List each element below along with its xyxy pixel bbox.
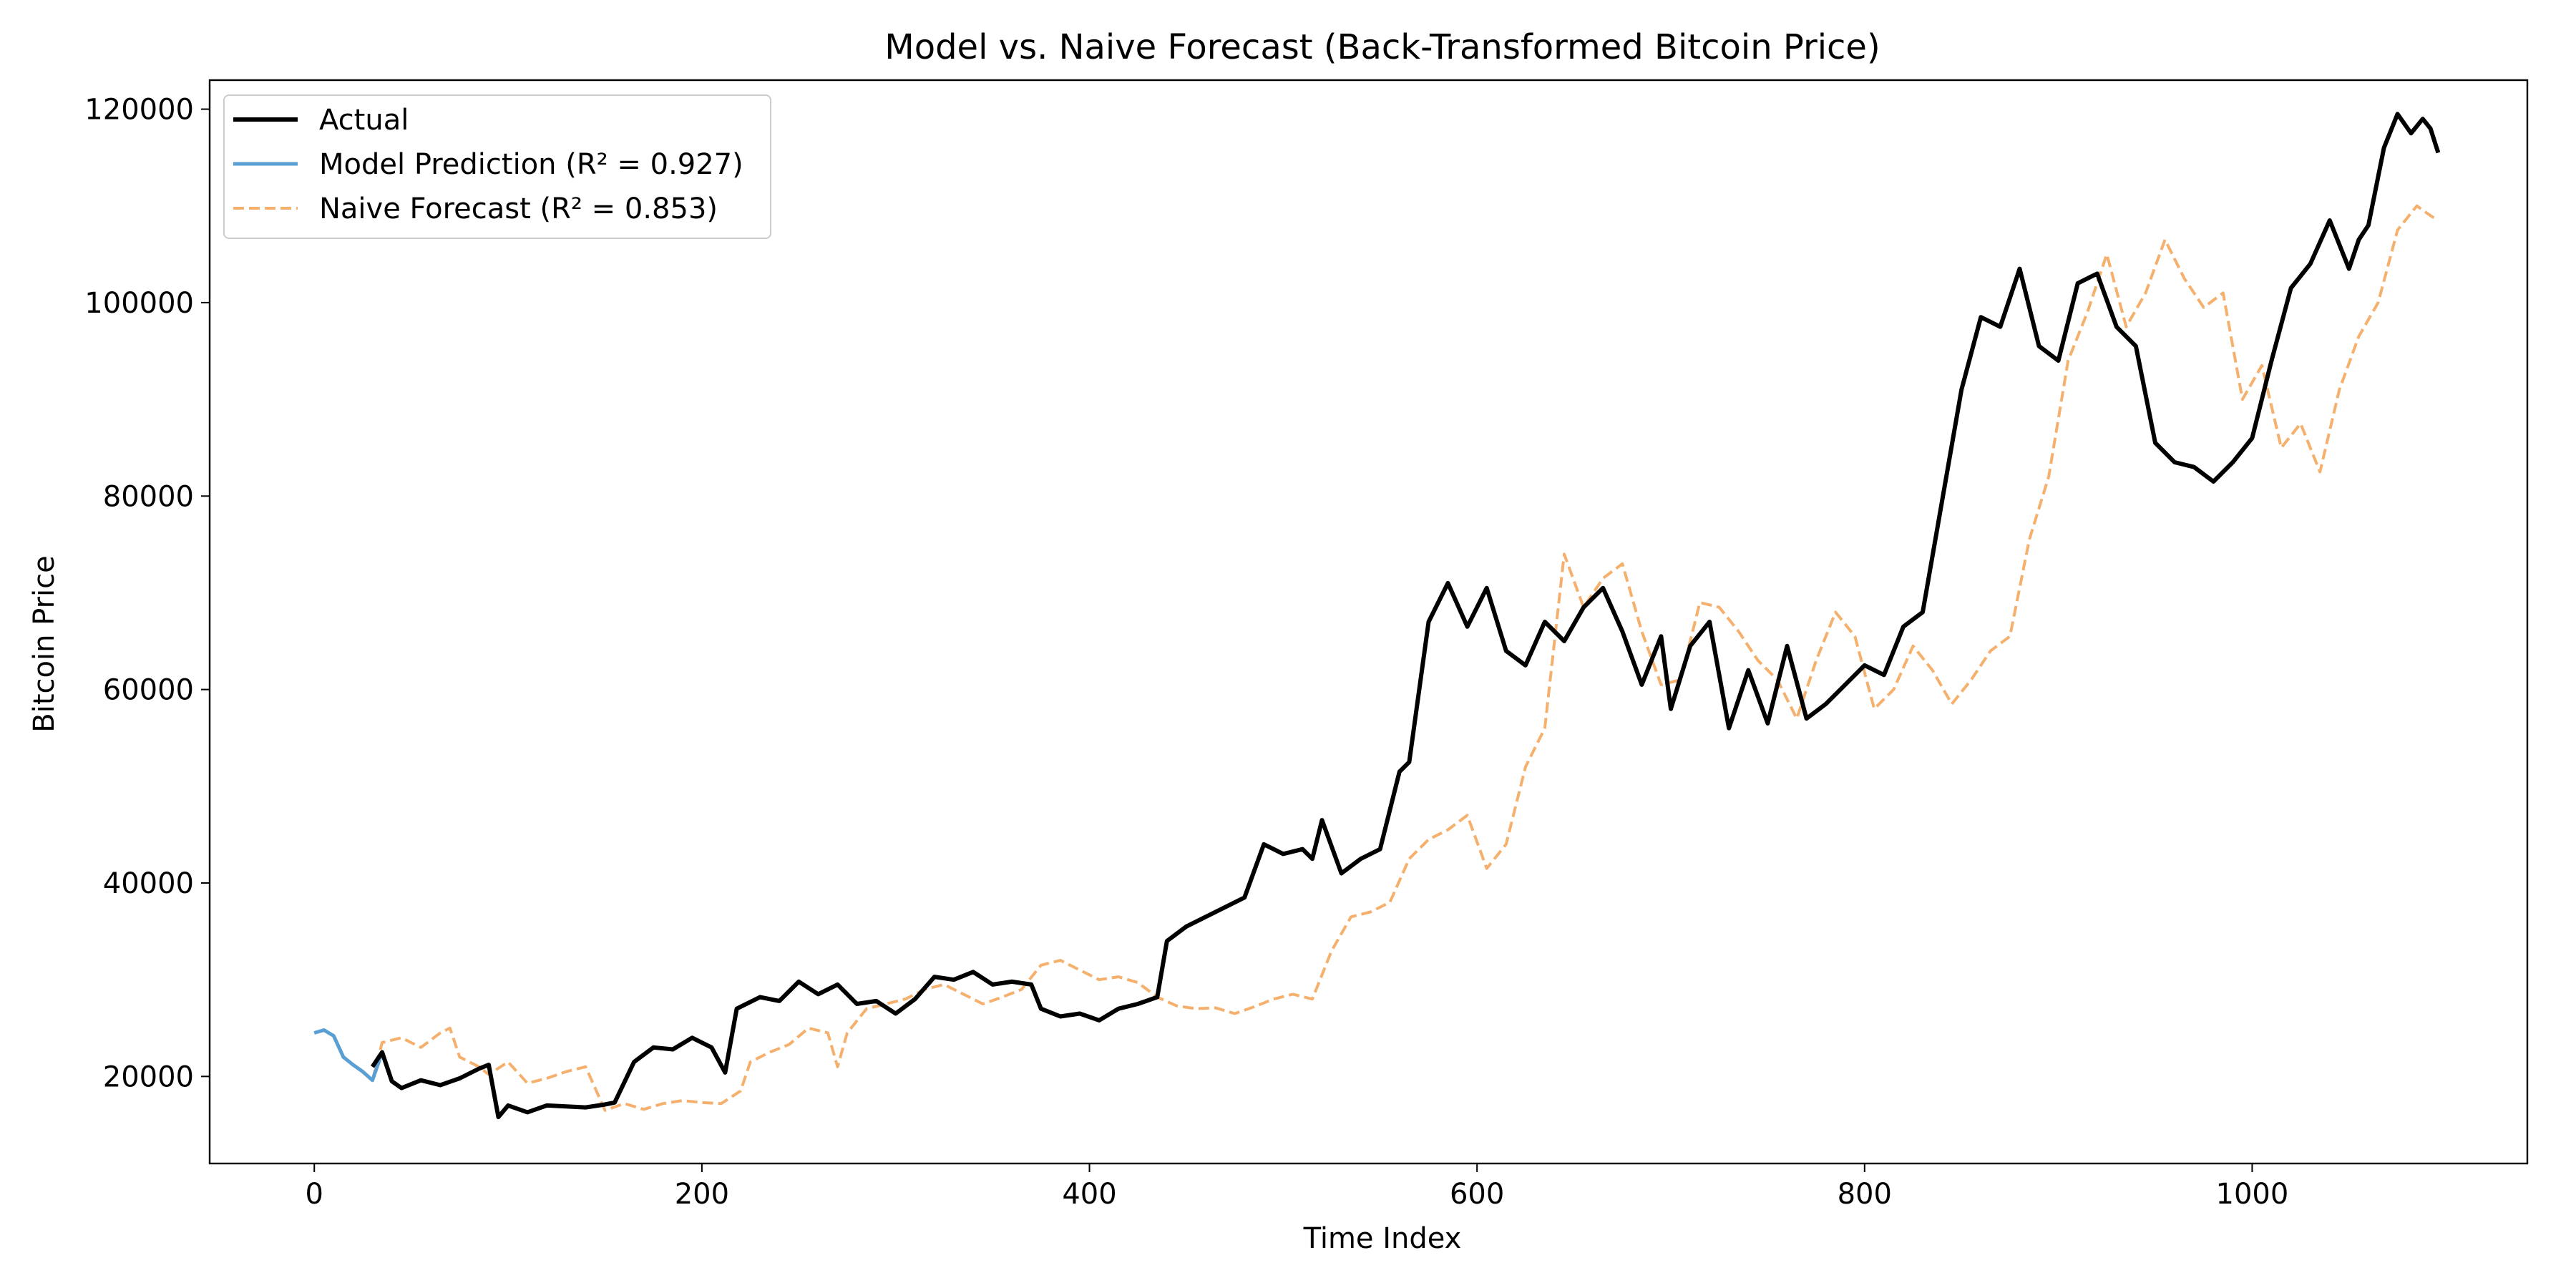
y-tick-label: 80000 — [103, 480, 194, 513]
x-tick-label: 400 — [1062, 1178, 1116, 1211]
x-tick-label: 1000 — [2216, 1178, 2289, 1211]
x-tick-label: 600 — [1450, 1178, 1504, 1211]
legend-label: Actual — [319, 104, 409, 137]
y-tick-label: 60000 — [103, 674, 194, 707]
series-line-naive-forecast — [371, 204, 2439, 1112]
legend-label: Model Prediction (R² = 0.927) — [319, 148, 743, 181]
legend-box — [223, 94, 771, 239]
series-line-actual — [371, 112, 2441, 1120]
y-tick-label: 20000 — [103, 1060, 194, 1093]
x-tick-label: 200 — [675, 1178, 729, 1211]
x-tick-label: 0 — [306, 1178, 323, 1211]
chart-title: Model vs. Naive Forecast (Back-Transform… — [884, 27, 1880, 67]
y-tick-label: 120000 — [84, 94, 194, 127]
y-axis-label: Bitcoin Price — [28, 555, 61, 732]
y-tick-label: 40000 — [103, 867, 194, 900]
axes-frame — [208, 79, 2529, 1165]
x-axis-label: Time Index — [1303, 1222, 1462, 1255]
axis-ticks: 0 200 400 600 800 1000 20000 40000 60000 80000 100… — [84, 94, 2288, 1211]
x-tick-label: 800 — [1838, 1178, 1892, 1211]
legend-label: Naive Forecast (R² = 0.853) — [319, 192, 718, 225]
y-tick-label: 100000 — [84, 287, 194, 320]
legend: Actual Model Prediction (R² = 0.927) Naive… — [223, 94, 771, 239]
plot-area — [313, 112, 2441, 1120]
